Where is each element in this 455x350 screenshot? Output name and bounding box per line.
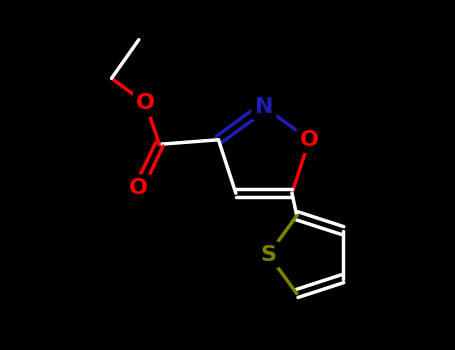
- Text: O: O: [300, 130, 319, 150]
- Text: O: O: [129, 177, 148, 197]
- Text: N: N: [255, 97, 273, 117]
- Text: S: S: [260, 245, 277, 265]
- Text: O: O: [136, 93, 155, 113]
